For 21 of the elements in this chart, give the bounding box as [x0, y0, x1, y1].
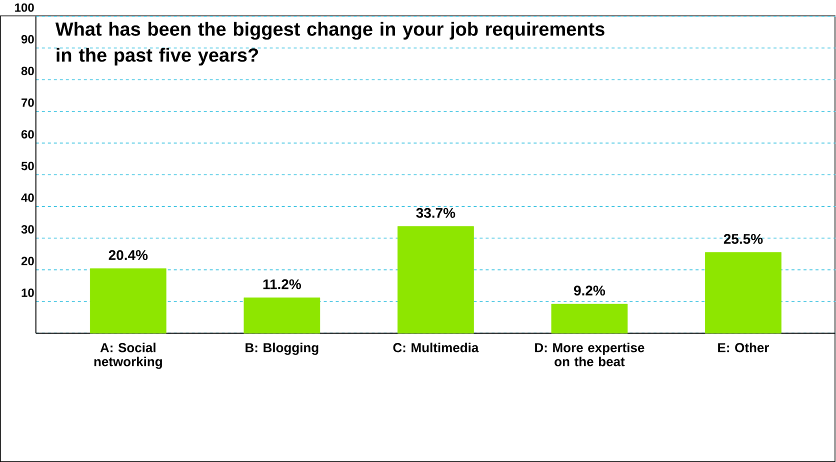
- y-tick-label: 50: [21, 162, 34, 170]
- y-tick-label: 80: [21, 66, 34, 76]
- x-tick-label: D: More expertise on the beat: [535, 342, 644, 366]
- y-tick-label: 10: [22, 288, 34, 297]
- x-tick-label: C: Multimedia: [393, 342, 479, 352]
- y-tick-label: 30: [21, 225, 34, 234]
- y-tick-label: 60: [21, 130, 34, 139]
- y-tick-label: 70: [22, 98, 34, 107]
- data-label: 33.7%: [416, 208, 456, 218]
- x-tick-label: B: Blogging: [246, 342, 318, 355]
- data-label: 25.5%: [724, 234, 763, 244]
- x-tick-label: A: Social networking: [94, 342, 162, 369]
- y-tick-label: 40: [21, 193, 34, 202]
- y-tick-label: 20: [21, 256, 34, 266]
- y-tick-label: 100: [15, 3, 34, 12]
- x-tick-label: E: Other: [718, 342, 770, 352]
- data-label: 11.2%: [263, 279, 302, 290]
- data-label: 9.2%: [574, 286, 606, 296]
- data-label: 20.4%: [108, 250, 148, 260]
- text: What has been the biggest change in your job requirements in the past five years?: [55, 22, 604, 66]
- y-tick-label: 90: [21, 34, 34, 44]
